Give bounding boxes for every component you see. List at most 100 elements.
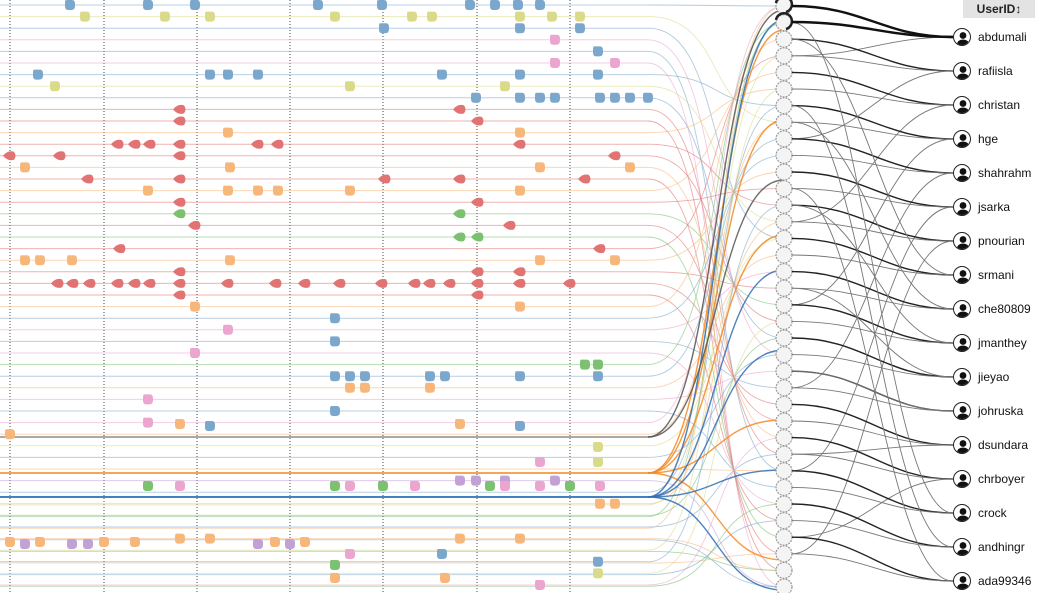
user-label[interactable]: chrboyer [978, 472, 1025, 486]
event-glyph [455, 475, 465, 486]
event-glyph [173, 209, 186, 219]
event-glyph [608, 151, 621, 161]
person-silhouette-icon[interactable] [953, 504, 971, 522]
session-link-curve [647, 337, 785, 516]
event-glyph [360, 382, 370, 393]
person-silhouette-icon[interactable] [953, 130, 971, 148]
person-silhouette-icon[interactable] [953, 28, 971, 46]
event-glyph [453, 209, 466, 219]
event-glyph [515, 301, 525, 312]
user-link-curve [791, 188, 954, 582]
user-label[interactable]: srmani [978, 268, 1015, 282]
event-glyph [515, 92, 525, 103]
event-glyph [20, 162, 30, 173]
user-label[interactable]: hge [978, 132, 999, 146]
event-glyph [610, 58, 620, 68]
user-link-curve [791, 478, 954, 538]
user-label[interactable]: johruska [978, 404, 1024, 418]
session-link-curve [647, 154, 785, 319]
event-glyph [500, 481, 510, 491]
person-silhouette-icon[interactable] [953, 62, 971, 80]
event-glyph [111, 278, 124, 288]
event-glyph [225, 162, 235, 173]
user-link-curve [791, 104, 954, 140]
event-glyph [271, 139, 284, 149]
event-glyph [453, 174, 466, 184]
event-glyph [205, 533, 215, 544]
event-glyph [471, 92, 481, 103]
user-label[interactable]: jieyao [978, 370, 1010, 384]
user-label[interactable]: jmanthey [978, 336, 1027, 350]
event-glyph [330, 313, 340, 324]
user-label[interactable]: rafiisla [978, 64, 1013, 78]
user-label[interactable]: christan [978, 98, 1021, 112]
event-glyph [378, 174, 391, 184]
user-label[interactable]: pnourian [978, 234, 1025, 248]
user-label[interactable]: ada99346 [978, 574, 1032, 588]
session-link-curve [647, 178, 785, 555]
event-glyph [173, 290, 186, 300]
user-link-curve [791, 221, 954, 242]
event-glyph [81, 174, 94, 184]
user-link-curve [791, 444, 954, 455]
event-glyph [345, 382, 355, 393]
person-silhouette-icon[interactable] [953, 266, 971, 284]
person-silhouette-icon[interactable] [953, 470, 971, 488]
event-glyph [205, 69, 215, 80]
person-silhouette-icon[interactable] [953, 402, 971, 420]
event-glyph [143, 0, 153, 10]
person-silhouette-icon[interactable] [953, 538, 971, 556]
event-glyph [223, 69, 233, 80]
user-label[interactable]: crock [978, 506, 1007, 520]
user-label[interactable]: abdumali [978, 30, 1027, 44]
person-silhouette-icon[interactable] [953, 164, 971, 182]
event-glyph [345, 549, 355, 559]
person-silhouette-icon[interactable] [953, 436, 971, 454]
ring-node-icon [775, 495, 793, 513]
user-label[interactable]: jsarka [978, 200, 1011, 214]
event-glyph [173, 139, 186, 149]
user-label[interactable]: shahrahm [978, 166, 1032, 180]
highlighted-link-curve [647, 469, 785, 498]
person-silhouette-icon[interactable] [953, 232, 971, 250]
event-glyph [143, 481, 153, 491]
event-glyph [190, 0, 200, 10]
user-link-curve [791, 171, 954, 208]
highlighted-link-curve [647, 179, 785, 438]
session-link-curve [647, 236, 785, 538]
session-link-curve [647, 55, 785, 250]
user-link-curve [791, 503, 954, 548]
person-silhouette-icon[interactable] [953, 334, 971, 352]
ring-node-icon [775, 63, 793, 82]
event-glyph [269, 278, 282, 288]
user-label[interactable]: dsundara [978, 438, 1029, 452]
highlighted-link-curve [647, 496, 785, 591]
user-label[interactable]: andhingr [978, 540, 1025, 554]
person-silhouette-icon[interactable] [953, 198, 971, 216]
event-glyph [173, 104, 186, 114]
user-link-curve [791, 154, 954, 174]
event-glyph [330, 573, 340, 583]
userid-column-header[interactable]: UserID↕ [963, 0, 1035, 18]
person-silhouette-icon[interactable] [953, 96, 971, 114]
ring-node-icon [775, 113, 793, 131]
event-glyph [593, 46, 603, 57]
event-glyph [513, 139, 526, 149]
person-silhouette-icon[interactable] [953, 368, 971, 386]
person-silhouette-icon[interactable] [953, 572, 971, 590]
user-link-curve [791, 287, 954, 310]
event-glyph [513, 267, 526, 277]
person-silhouette-icon[interactable] [953, 300, 971, 318]
user-link-curve [791, 22, 954, 514]
sort-icon[interactable]: ↕ [1015, 2, 1022, 16]
user-label[interactable]: che80809 [978, 302, 1031, 316]
ring-node-icon [775, 30, 793, 48]
session-link-curve [647, 22, 785, 366]
event-glyph [465, 0, 475, 10]
session-link-curve [647, 4, 785, 7]
user-link-curve [791, 20, 954, 39]
event-glyph [440, 573, 450, 583]
event-glyph [225, 255, 235, 266]
session-link-curve [647, 5, 785, 529]
user-link-curve [791, 88, 954, 106]
